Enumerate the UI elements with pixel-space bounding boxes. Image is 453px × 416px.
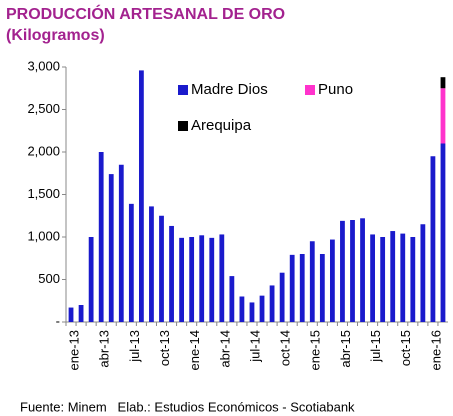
bar-segment [440,143,446,322]
y-tick-label: 1,000 [27,228,60,243]
bar-segment [309,241,315,322]
bar-segment [350,220,355,322]
y-tick-label: 3,000 [27,58,60,73]
bar-segment [440,77,446,89]
bar-segment [78,305,84,322]
bar-segment [370,234,376,322]
x-tick-label: oct-14 [278,330,293,366]
legend-swatch [178,85,188,95]
bar-segment [360,218,365,322]
chart-subtitle: (Kilogramos) [6,27,105,44]
x-tick-label: jul-13 [127,330,142,363]
x-tick-label: jul-14 [247,330,262,363]
bar-segment [410,237,416,322]
bar-segment [319,254,325,322]
bar-segment [118,164,124,322]
bar-segment [400,233,406,322]
bar-segment [420,224,426,322]
bar-segment [189,237,195,322]
bar-segment [138,70,144,323]
x-tick-label: ene-16 [428,330,443,370]
bar-segment [229,276,235,322]
bar-segment [68,307,74,322]
x-tick-label: ene-13 [66,330,81,370]
bar-segment [340,220,345,322]
legend-swatch [305,85,315,95]
legend-label: Puno [318,81,353,98]
bar-segment [169,225,174,322]
bar-segment [108,174,114,322]
x-tick-label: abr-14 [217,330,232,368]
bar-segment [179,237,185,322]
bar-segment [149,206,154,322]
bar-segment [88,237,94,322]
legend-label: Arequipa [191,117,252,134]
bar-segment [249,302,255,322]
bar-segment [159,215,164,322]
x-tick-label: abr-15 [338,330,353,368]
x-tick-label: jul-15 [368,330,383,363]
bar-segment [239,296,245,322]
legend-label: Madre Dios [191,81,268,98]
x-tick-label: ene-14 [187,330,202,370]
bar-segment [390,231,396,322]
bar-segment [440,88,446,144]
y-tick-label: 2,500 [27,101,60,116]
bar-segment [98,152,104,322]
y-tick-label: - [56,313,60,328]
bar-segment [199,235,205,322]
bar-segment [128,203,134,322]
bar-segment [380,237,386,322]
legend-swatch [178,121,188,131]
bar-segment [269,285,275,322]
chart-title: PRODUCCIÓN ARTESANAL DE ORO [6,4,285,23]
x-tick-label: oct-13 [157,330,172,366]
bar-segment [259,295,265,322]
bar-segment [430,156,436,322]
y-tick-label: 2,000 [27,143,60,158]
bar-segment [289,254,295,322]
y-tick-label: 500 [38,271,60,286]
source: Fuente: Minem Elab.: Estudios Económicos… [20,399,355,414]
x-tick-label: ene-15 [308,330,323,370]
bar-segment [329,239,335,322]
x-tick-label: oct-15 [398,330,413,366]
bar-segment [299,254,305,322]
bar-segment [279,272,285,322]
y-tick-label: 1,500 [27,186,60,201]
bar-segment [219,234,225,322]
x-tick-label: abr-13 [97,330,112,368]
bar-segment [209,237,215,322]
